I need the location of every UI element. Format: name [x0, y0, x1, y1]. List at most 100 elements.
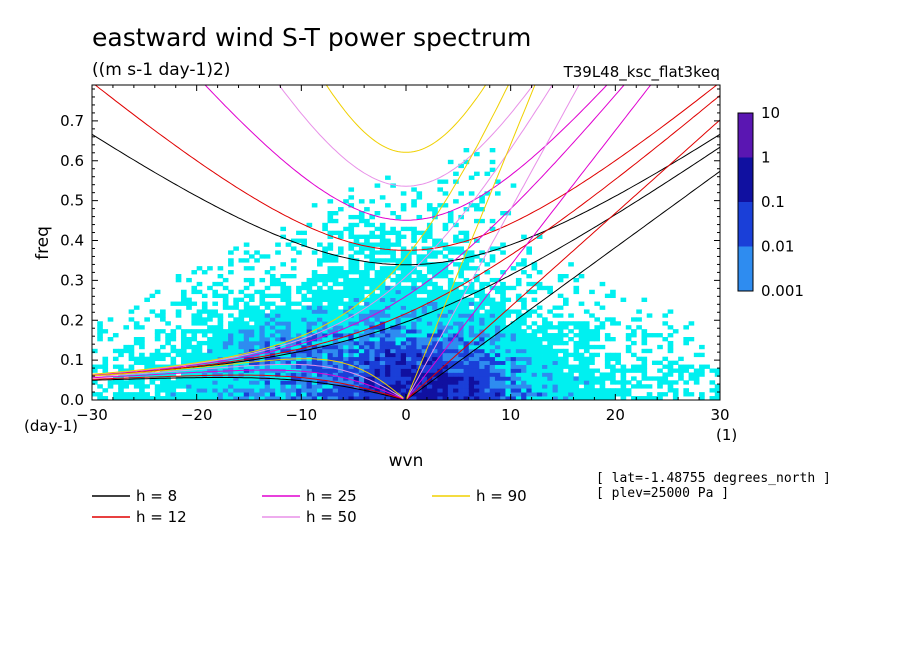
dispersion-curve-h50: [278, 85, 534, 187]
field-cell: [426, 364, 433, 369]
field-cell: [515, 262, 522, 267]
field-cell: [453, 313, 459, 318]
field-cell: [573, 376, 580, 381]
field-cell: [526, 274, 532, 279]
field-cell: [385, 376, 391, 381]
field-cell: [515, 360, 522, 365]
field-cell: [217, 372, 224, 377]
field-cell: [144, 356, 150, 362]
field-cell: [311, 352, 318, 358]
field-cell: [395, 360, 402, 365]
field-cell: [301, 396, 307, 400]
field-cell: [337, 396, 344, 400]
field-cell: [395, 325, 402, 330]
field-cell: [542, 352, 548, 358]
field-cell: [317, 321, 323, 326]
field-cell: [453, 392, 459, 397]
field-cell: [374, 281, 381, 287]
field-cell: [364, 262, 370, 267]
field-cell: [222, 388, 229, 393]
field-cell: [301, 352, 307, 358]
field-cell: [160, 364, 166, 369]
field-cell: [453, 325, 459, 330]
field-cell: [515, 352, 522, 358]
field-cell: [515, 325, 522, 330]
field-cell: [709, 396, 716, 400]
field-cell: [233, 348, 239, 354]
field-cell: [379, 234, 386, 239]
field-cell: [390, 293, 396, 299]
field-cell: [280, 309, 287, 314]
field-cell: [557, 364, 564, 369]
field-cell: [400, 270, 407, 275]
field-cell: [426, 203, 433, 208]
field-cell: [317, 317, 323, 322]
field-cell: [322, 372, 328, 377]
field-cell: [494, 396, 501, 400]
field-cell: [348, 262, 355, 267]
field-cell: [437, 305, 444, 310]
field-cell: [348, 325, 355, 330]
field-cell: [432, 392, 438, 397]
field-cell: [672, 360, 679, 365]
field-cell: [196, 384, 203, 389]
field-cell: [201, 396, 208, 400]
field-cell: [604, 317, 611, 322]
field-cell: [557, 356, 564, 362]
field-cell: [343, 348, 349, 354]
field-cell: [583, 325, 590, 330]
field-cell: [426, 289, 433, 295]
field-cell: [411, 321, 417, 326]
field-cell: [589, 337, 595, 342]
field-cell: [249, 333, 255, 338]
field-cell: [479, 250, 485, 255]
field-cell: [379, 242, 386, 247]
field-cell: [337, 337, 344, 342]
field-cell: [379, 274, 386, 279]
field-cell: [526, 333, 532, 338]
field-cell: [437, 352, 444, 358]
field-cell: [406, 254, 412, 259]
field-cell: [285, 293, 292, 299]
field-cell: [557, 274, 564, 279]
field-cell: [228, 321, 234, 326]
field-cell: [306, 392, 313, 397]
field-cell: [364, 360, 370, 365]
field-cell: [479, 392, 485, 397]
field-cell: [390, 344, 396, 350]
field-cell: [442, 270, 449, 275]
field-cell: [432, 285, 438, 291]
field-cell: [379, 301, 386, 306]
field-cell: [411, 337, 417, 342]
field-cell: [311, 250, 318, 255]
field-cell: [201, 360, 208, 365]
field-cell: [97, 384, 103, 389]
chart-subtitle: ((m s-1 day-1)2): [92, 60, 230, 80]
field-cell: [479, 364, 485, 369]
field-cell: [170, 380, 177, 385]
field-cell: [112, 364, 119, 369]
field-cell: [337, 329, 344, 334]
field-cell: [133, 305, 140, 310]
field-cell: [207, 396, 213, 400]
field-cell: [364, 277, 370, 283]
field-cell: [693, 372, 700, 377]
field-cell: [421, 325, 428, 330]
field-cell: [264, 368, 271, 373]
field-cell: [426, 317, 433, 322]
field-cell: [196, 376, 203, 381]
field-cell: [353, 340, 360, 346]
field-cell: [327, 376, 334, 381]
field-cell: [243, 305, 250, 310]
field-cell: [557, 348, 564, 354]
field-cell: [479, 368, 485, 373]
field-cell: [337, 340, 344, 346]
field-cell: [583, 356, 590, 362]
field-cell: [411, 356, 417, 362]
field-cell: [479, 340, 485, 346]
field-cell: [191, 372, 198, 377]
field-cell: [463, 396, 470, 400]
field-cell: [395, 376, 402, 381]
field-cell: [437, 203, 444, 208]
field-cell: [118, 384, 124, 389]
